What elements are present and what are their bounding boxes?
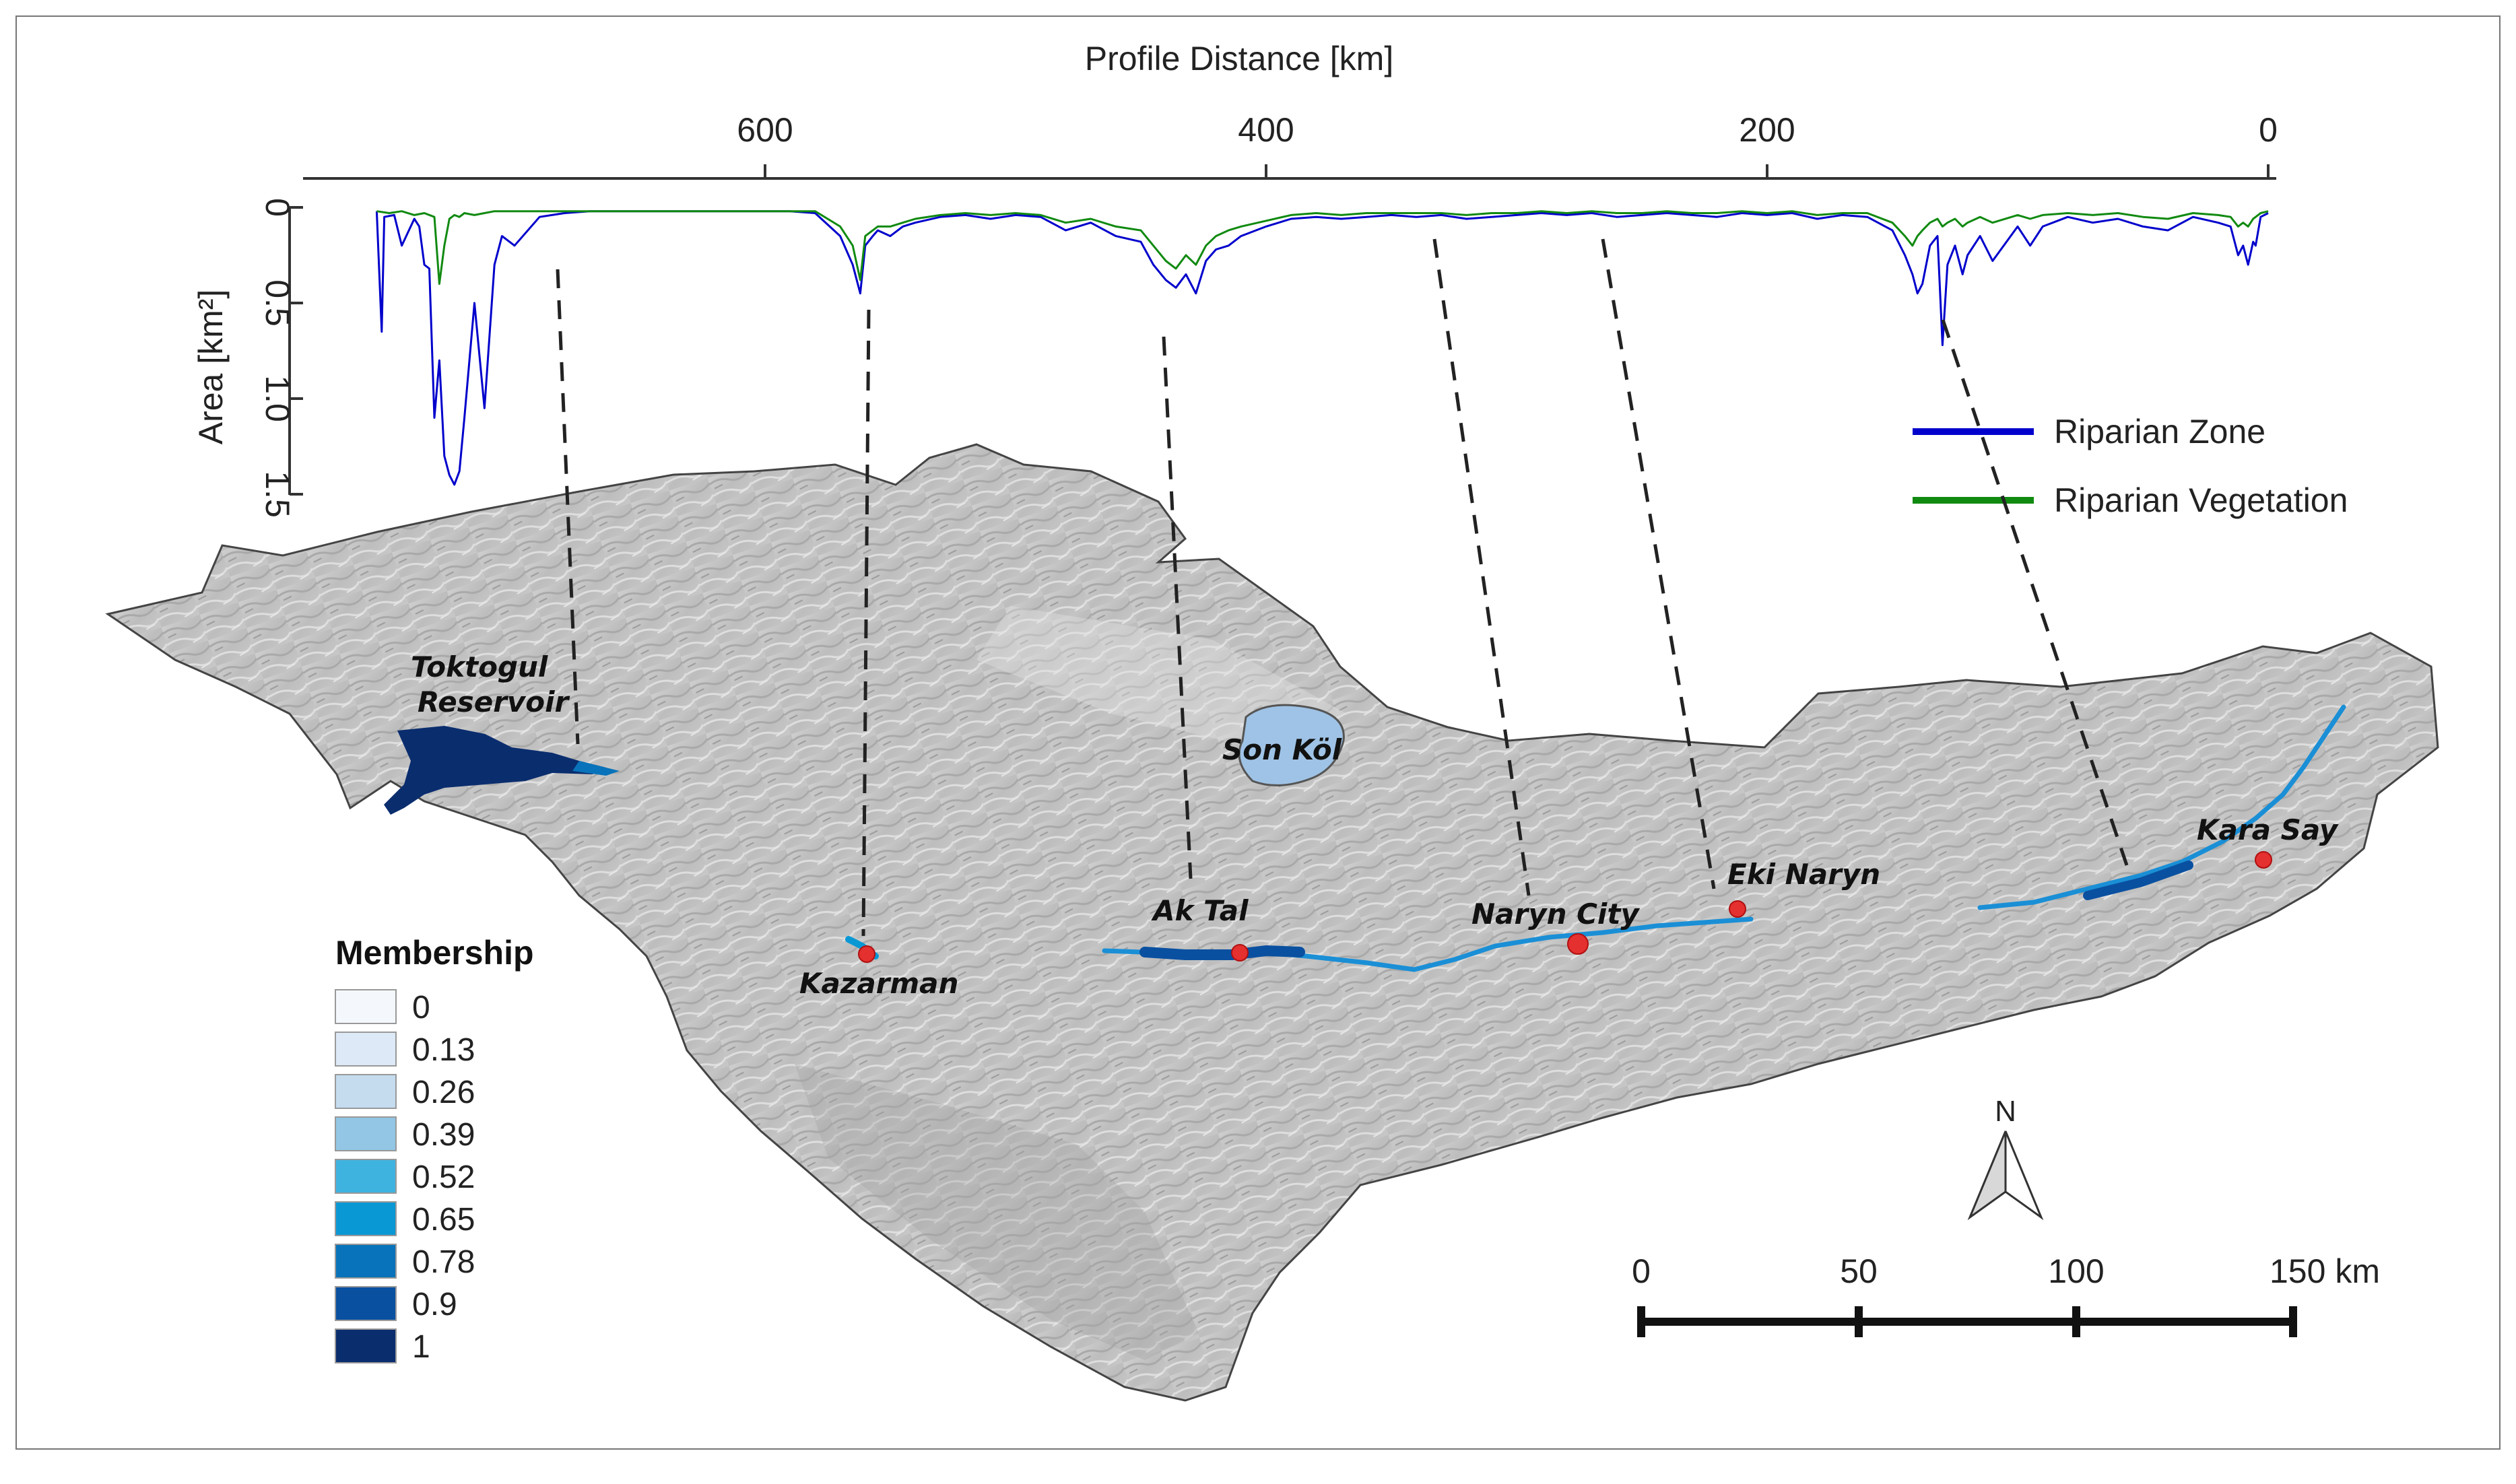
series-line-riparian-vegetation <box>376 210 2269 285</box>
connector-kara-say <box>1941 319 2129 866</box>
membership-label-0.78: 0.78 <box>412 1244 475 1280</box>
y-tick-label-0: 0 <box>259 198 296 217</box>
membership-swatch-1 <box>335 1328 397 1363</box>
y-tick-label-1.0: 1.0 <box>259 375 296 422</box>
terrain-shading <box>795 1064 1199 1360</box>
membership-swatch-0.65 <box>335 1201 397 1236</box>
eki-naryn-marker <box>1729 900 1746 918</box>
connector-naryn <box>1601 238 1716 889</box>
legend-label-riparian-vegetation: Riparian Vegetation <box>2054 481 2348 519</box>
north-arrow-icon-right <box>2004 1131 2044 1221</box>
label-son-kol: Son Köl <box>1222 733 1342 766</box>
label-reservoir: Reservoir <box>418 685 570 718</box>
membership-label-0.52: 0.52 <box>412 1159 475 1195</box>
membership-swatch-0.9 <box>335 1286 397 1321</box>
ak-tal-marker <box>1231 944 1249 962</box>
connector-ak-tal <box>1162 336 1193 879</box>
profile-x-ticks: 600 400 200 0 <box>737 111 2278 178</box>
membership-legend: Membership 0 0.13 0.26 0.39 0.52 0.65 0.78 0.9 1 <box>335 934 534 1365</box>
scale-bar: 0 50 100 150 km <box>1632 1252 2380 1337</box>
profile-y-axis-title: Area [km²] <box>192 290 230 445</box>
place-markers <box>858 851 2272 963</box>
membership-label-1: 1 <box>412 1329 430 1365</box>
membership-label-0.26: 0.26 <box>412 1075 475 1110</box>
membership-swatches: 0 0.13 0.26 0.39 0.52 0.65 0.78 0.9 1 <box>335 989 475 1365</box>
toktogul-reservoir-tail <box>572 761 620 776</box>
membership-legend-title: Membership <box>335 934 534 972</box>
naryn-basin-terrain <box>105 443 2439 1402</box>
son-kol-lake <box>1238 704 1345 786</box>
north-arrow-label: N <box>1995 1095 2016 1128</box>
membership-swatch-0.78 <box>335 1244 397 1279</box>
label-naryn-city: Naryn City <box>1471 898 1640 931</box>
y-tick-label-0.5: 0.5 <box>259 279 296 327</box>
connector-son-kol-east <box>1432 238 1531 896</box>
x-tick-label-200: 200 <box>1739 111 1795 149</box>
label-ak-tal: Ak Tal <box>1151 894 1249 927</box>
connector-kazarman <box>861 309 871 937</box>
label-kara-say: Kara Say <box>2197 813 2339 846</box>
profile-x-axis-title: Profile Distance [km] <box>1085 40 1393 77</box>
membership-label-0.65: 0.65 <box>412 1202 475 1238</box>
naryn-city-marker <box>1567 933 1589 955</box>
kazarman-marker <box>858 945 875 963</box>
scale-label-50: 50 <box>1840 1252 1878 1290</box>
series-line-riparian-zone <box>375 210 2269 486</box>
membership-label-0.39: 0.39 <box>412 1117 475 1153</box>
profile-map-connectors <box>556 238 2129 937</box>
x-tick-label-400: 400 <box>1238 111 1294 149</box>
membership-swatch-0.26 <box>335 1074 397 1109</box>
scale-label-150-km: 150 km <box>2270 1252 2380 1290</box>
figure-frame <box>15 15 2501 1450</box>
profile-legend: Riparian Zone Riparian Vegetation <box>1913 413 2348 519</box>
map: Toktogul Reservoir Son Köl Kazarman Ak T… <box>105 238 2439 1402</box>
membership-swatch-0.13 <box>335 1032 397 1067</box>
membership-label-0.9: 0.9 <box>412 1287 457 1322</box>
membership-swatch-0.39 <box>335 1116 397 1151</box>
kara-say-marker <box>2255 851 2272 869</box>
north-arrow: N <box>1967 1095 2044 1221</box>
scale-label-0: 0 <box>1632 1252 1651 1290</box>
membership-swatch-0.52 <box>335 1159 397 1194</box>
label-toktogul: Toktogul <box>411 650 548 683</box>
membership-label-0: 0 <box>412 990 430 1025</box>
profile-series <box>375 210 2269 486</box>
place-labels: Toktogul Reservoir Son Köl Kazarman Ak T… <box>411 650 2339 1000</box>
scale-label-100: 100 <box>2048 1252 2104 1290</box>
river-ak-tal-reach <box>1139 945 1305 960</box>
river-kara-say-reach <box>2083 861 2193 900</box>
membership-label-0.13: 0.13 <box>412 1032 475 1068</box>
membership-swatch-0 <box>335 989 397 1024</box>
connector-toktogul <box>556 269 580 745</box>
label-eki-naryn: Eki Naryn <box>1727 858 1880 891</box>
river-upper-reach <box>1977 704 2346 910</box>
legend-label-riparian-zone: Riparian Zone <box>2054 413 2265 450</box>
x-tick-label-600: 600 <box>737 111 793 149</box>
profile-chart: Profile Distance [km] 600 400 200 0 0 0.… <box>192 40 2348 519</box>
north-arrow-icon <box>1967 1131 2007 1221</box>
toktogul-reservoir-water <box>384 726 606 815</box>
profile-y-ticks: 0 0.5 1.0 1.5 <box>259 198 303 518</box>
x-tick-label-0: 0 <box>2259 111 2278 149</box>
label-kazarman: Kazarman <box>799 967 958 1000</box>
y-tick-label-1.5: 1.5 <box>259 471 296 518</box>
